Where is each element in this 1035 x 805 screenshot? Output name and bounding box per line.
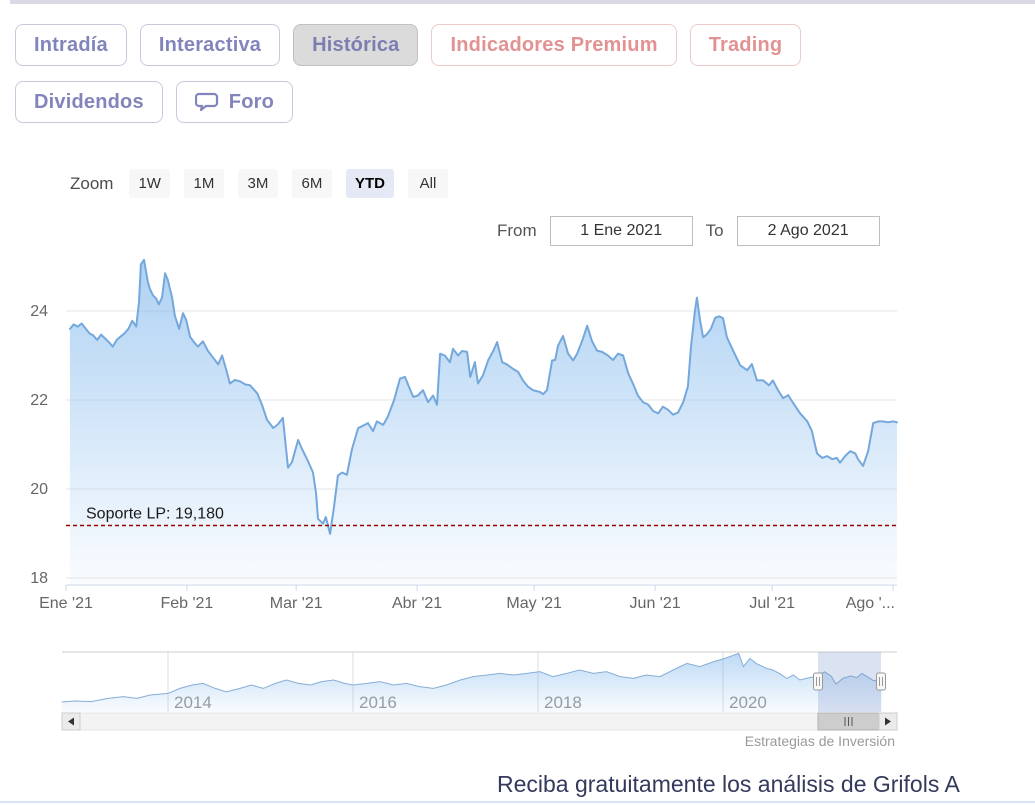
tab-row-2: Dividendos Foro	[15, 81, 294, 123]
navigator-handle-right[interactable]	[876, 672, 886, 691]
chart-credits: Estrategias de Inversión	[744, 733, 895, 749]
x-axis-label: May '21	[506, 595, 562, 612]
range-selector: Zoom 1W 1M 3M 6M YTD All	[70, 169, 448, 198]
x-axis-label: Jul '21	[749, 595, 795, 612]
navigator-selection-mask[interactable]	[818, 652, 881, 712]
navigator-area-fill	[61, 653, 883, 712]
bottom-divider	[0, 801, 1035, 803]
date-range-inputs: From To	[497, 216, 880, 246]
tab-historica[interactable]: Histórica	[293, 24, 419, 66]
price-line	[68, 258, 898, 535]
scrollbar-right-button[interactable]	[878, 712, 898, 731]
y-axis-label: 22	[30, 392, 48, 409]
price-area-fill	[69, 259, 897, 584]
from-label: From	[497, 221, 537, 240]
to-date-input[interactable]	[736, 216, 880, 246]
arrow-right-icon	[885, 717, 891, 726]
navigator-line	[61, 652, 883, 703]
tab-intradia[interactable]: Intradía	[15, 24, 127, 66]
range-button-all[interactable]: All	[407, 169, 448, 198]
range-button-1m[interactable]: 1M	[183, 169, 224, 198]
x-axis-label: Jun '21	[630, 595, 681, 612]
arrow-left-icon	[68, 717, 74, 726]
from-date-input[interactable]	[549, 216, 693, 246]
x-axis-label: Ene '21	[39, 595, 93, 612]
y-axis-label: 20	[30, 481, 48, 498]
tab-trading[interactable]: Trading	[689, 24, 802, 66]
scrollbar-left-button[interactable]	[61, 712, 81, 731]
footer-marquee-text: Reciba gratuitamente los análisis de Gri…	[497, 771, 960, 797]
tab-dividendos[interactable]: Dividendos	[15, 81, 163, 123]
tab-row-1: Intradía Interactiva Histórica Indicador…	[15, 24, 802, 66]
range-button-6m[interactable]: 6M	[291, 169, 332, 198]
tab-interactiva[interactable]: Interactiva	[139, 24, 281, 66]
tab-foro-label: Foro	[228, 90, 275, 113]
tab-foro[interactable]: Foro	[175, 81, 294, 123]
top-divider	[10, 0, 1035, 4]
x-axis-label: Abr '21	[392, 595, 442, 612]
range-button-3m[interactable]: 3M	[237, 169, 278, 198]
plot-area[interactable]	[66, 255, 897, 585]
zoom-label: Zoom	[70, 173, 114, 193]
range-button-1w[interactable]: 1W	[129, 169, 170, 198]
to-label: To	[705, 221, 724, 240]
range-button-ytd[interactable]: YTD	[345, 169, 394, 198]
x-axis-label: Mar '21	[270, 595, 323, 612]
scrollbar-track[interactable]	[79, 712, 880, 731]
support-line-label: Soporte LP: 19,180	[86, 506, 224, 523]
x-axis-label: Feb '21	[160, 595, 213, 612]
y-axis-label: 18	[30, 570, 48, 587]
x-axis-label: Ago '...	[846, 595, 895, 612]
tab-indicadores-premium[interactable]: Indicadores Premium	[431, 24, 677, 66]
y-axis-label: 24	[30, 303, 48, 320]
navigator-handle-left[interactable]	[813, 672, 823, 691]
chat-bubble-icon	[194, 90, 221, 114]
